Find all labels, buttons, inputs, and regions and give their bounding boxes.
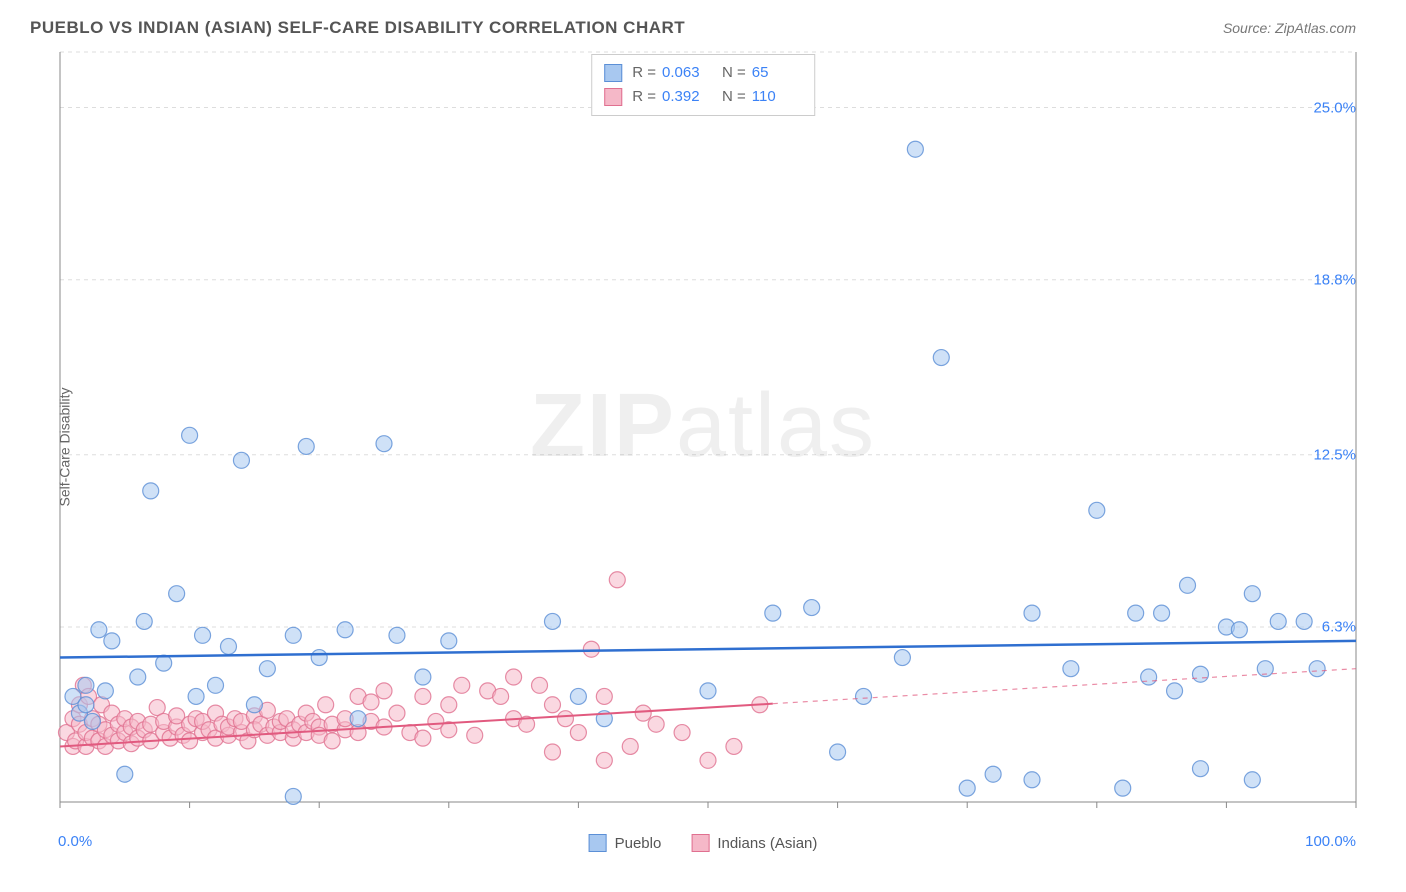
- legend-stats-row: R = 0.063 N = 65: [604, 61, 802, 85]
- stat-r-value: 0.392: [662, 85, 712, 109]
- stat-r-value: 0.063: [662, 61, 712, 85]
- chart-container: Self-Care Disability ZIPatlas R = 0.063 …: [10, 42, 1396, 852]
- stat-r-label: R =: [632, 61, 656, 85]
- chart-title: PUEBLO VS INDIAN (ASIAN) SELF-CARE DISAB…: [30, 18, 685, 38]
- y-tick-label: 6.3%: [1322, 619, 1356, 636]
- stat-n-value: 110: [752, 85, 802, 109]
- legend-stats-box: R = 0.063 N = 65 R = 0.392 N = 110: [591, 54, 815, 116]
- stat-r-label: R =: [632, 85, 656, 109]
- legend-label: Indians (Asian): [717, 835, 817, 852]
- chart-source: Source: ZipAtlas.com: [1223, 20, 1356, 36]
- scatter-chart: [10, 42, 1396, 852]
- stat-n-label: N =: [722, 61, 746, 85]
- y-tick-label: 12.5%: [1313, 446, 1356, 463]
- legend-swatch: [604, 64, 622, 82]
- bottom-legend-item: Pueblo: [589, 834, 662, 852]
- stat-n-value: 65: [752, 61, 802, 85]
- y-tick-label: 18.8%: [1313, 271, 1356, 288]
- legend-label: Pueblo: [615, 835, 662, 852]
- x-axis-max-label: 100.0%: [1305, 833, 1356, 850]
- chart-header: PUEBLO VS INDIAN (ASIAN) SELF-CARE DISAB…: [10, 10, 1396, 42]
- legend-swatch: [589, 834, 607, 852]
- stat-n-label: N =: [722, 85, 746, 109]
- legend-stats-row: R = 0.392 N = 110: [604, 85, 802, 109]
- y-axis-label: Self-Care Disability: [57, 387, 73, 506]
- legend-swatch: [604, 88, 622, 106]
- y-tick-label: 25.0%: [1313, 99, 1356, 116]
- bottom-legend-item: Indians (Asian): [691, 834, 817, 852]
- bottom-legend: Pueblo Indians (Asian): [589, 834, 818, 852]
- legend-swatch: [691, 834, 709, 852]
- x-axis-min-label: 0.0%: [58, 833, 92, 850]
